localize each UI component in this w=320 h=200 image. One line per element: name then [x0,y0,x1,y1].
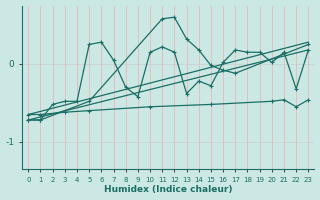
X-axis label: Humidex (Indice chaleur): Humidex (Indice chaleur) [104,185,233,194]
